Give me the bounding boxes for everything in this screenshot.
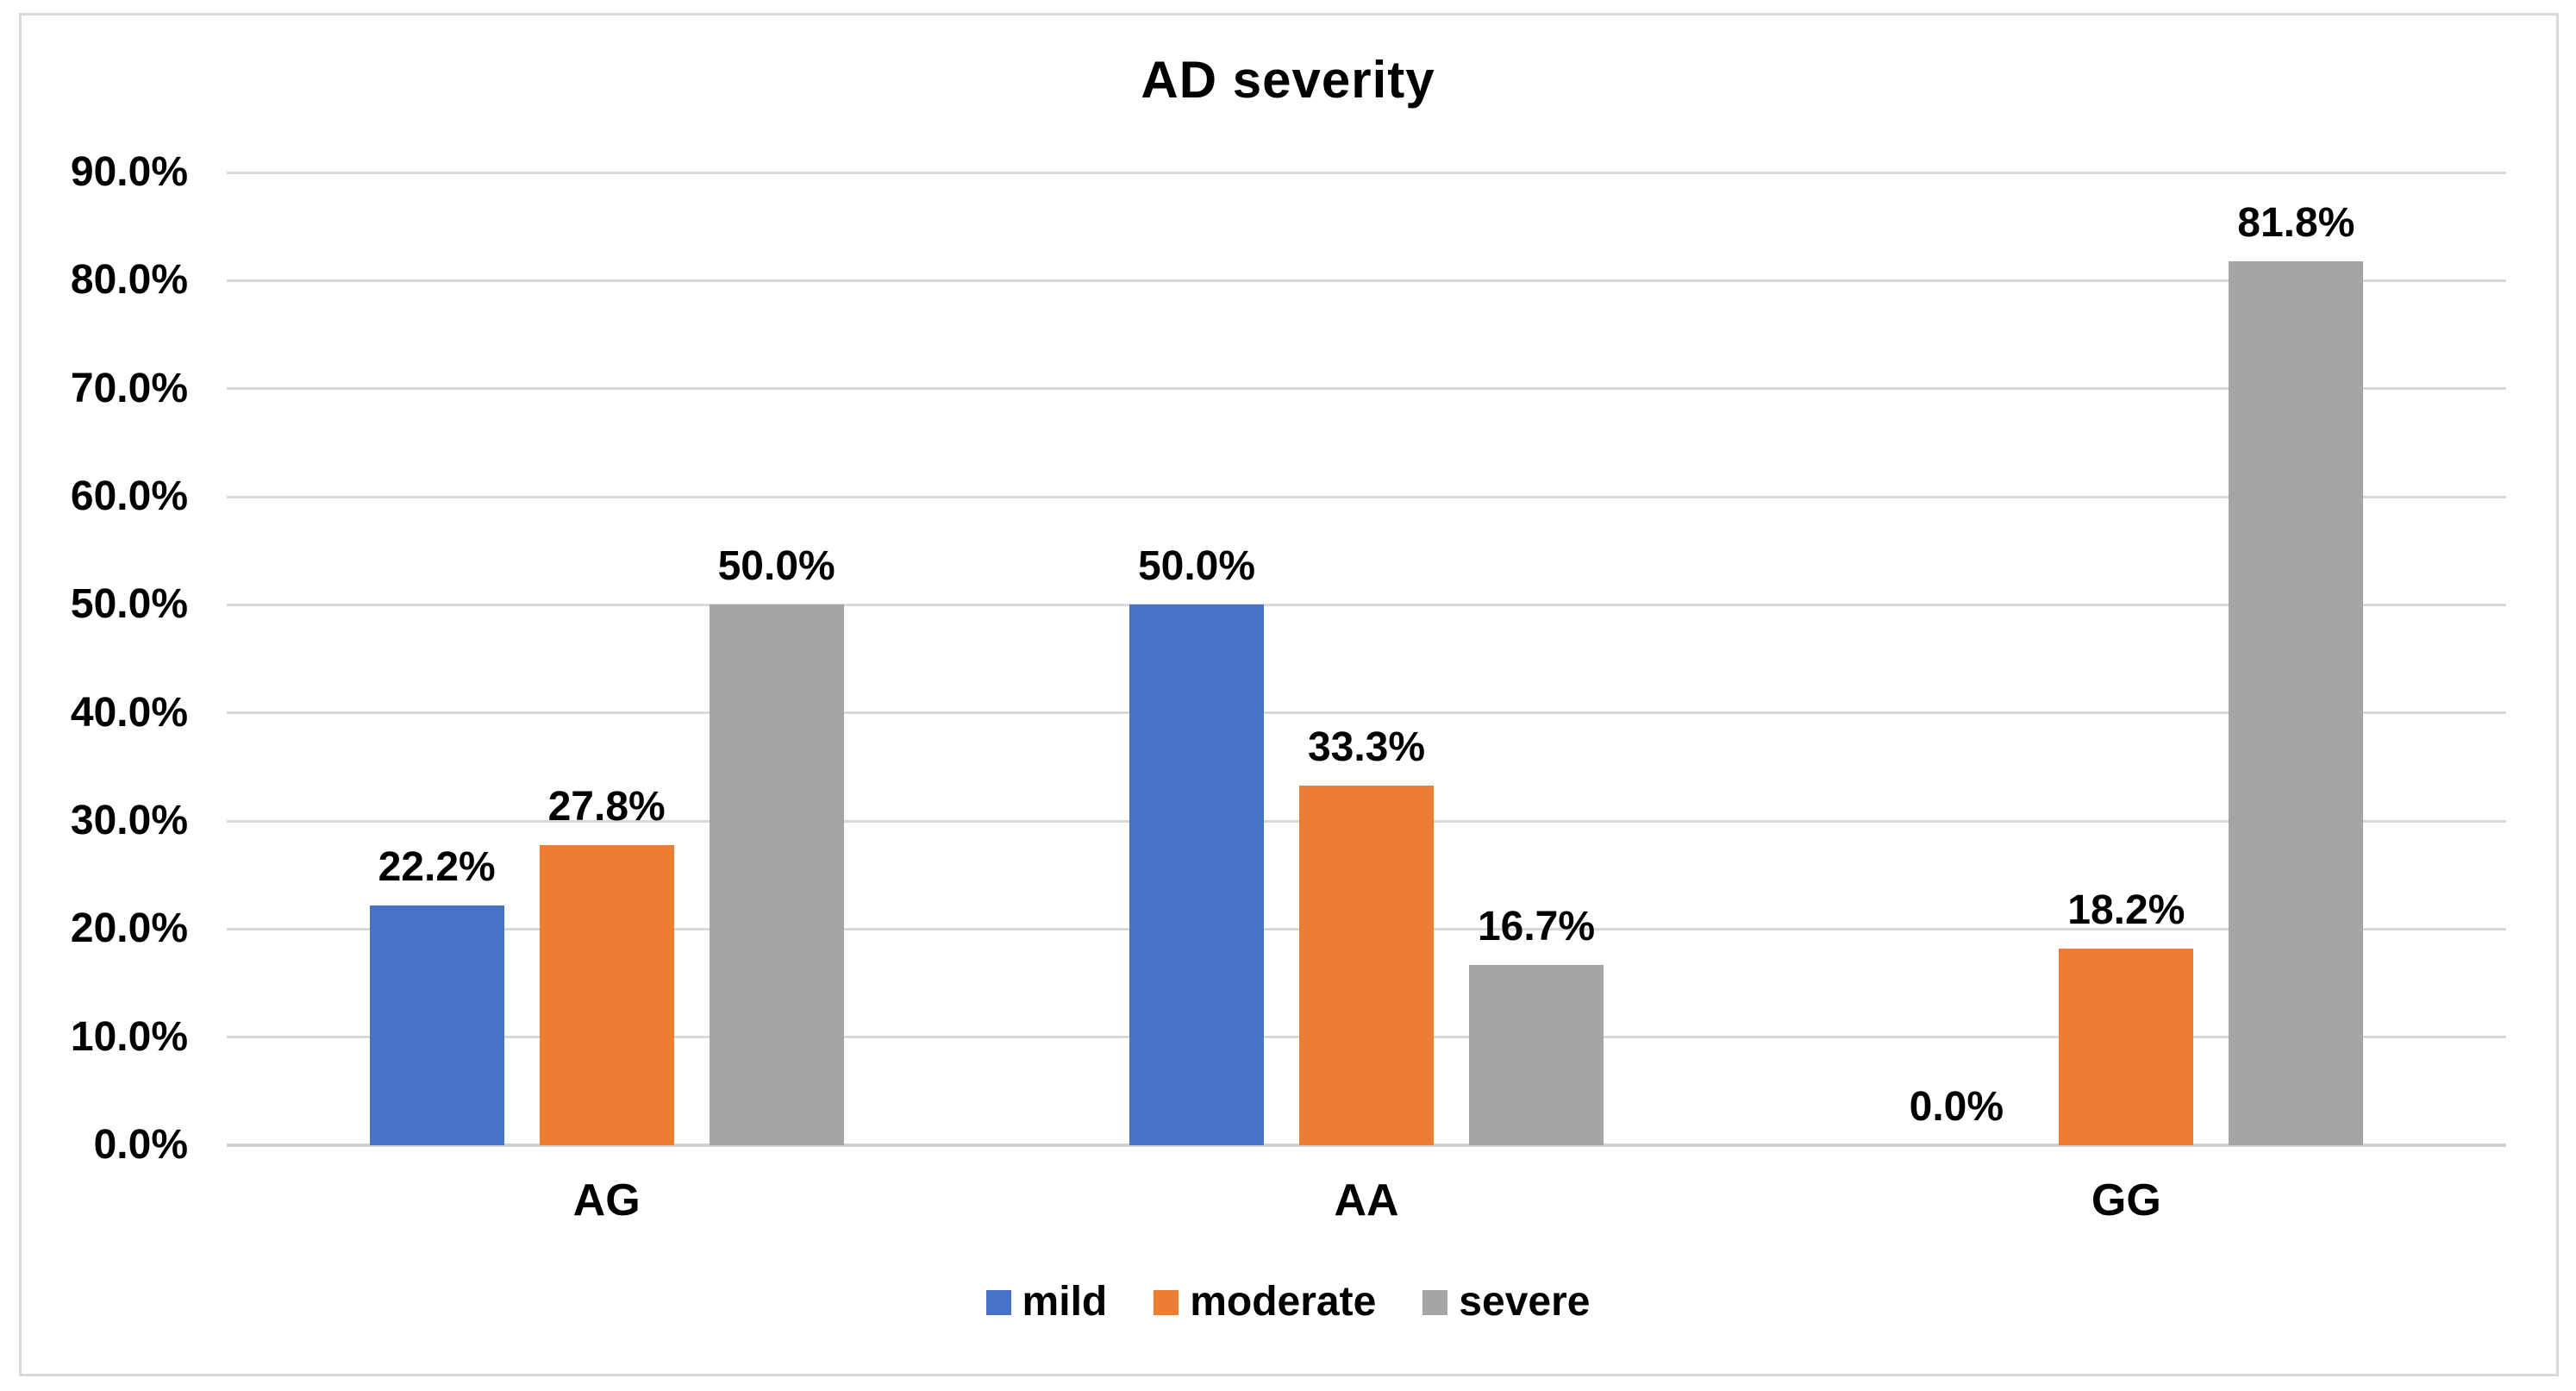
gridline [227,495,2506,498]
y-axis-tick-label: 10.0% [70,1013,188,1060]
bar-severe-AA [1469,964,1604,1145]
legend: mild moderate severe [0,1278,2576,1326]
data-label-mild-AA: 50.0% [1137,543,1256,590]
y-axis-tick-label: 30.0% [70,798,188,843]
bar-moderate-AA [1299,785,1434,1145]
chart-border-frame [19,13,2559,1376]
data-label-moderate-AA: 33.3% [1307,724,1426,770]
data-label-mild-GG: 0.0% [1909,1084,2004,1130]
y-axis-tick-label: 70.0% [70,365,188,411]
x-axis-category-label: AA [1334,1175,1399,1225]
y-axis-tick-label: 20.0% [70,905,188,952]
legend-label-severe: severe [1459,1279,1591,1325]
data-label-moderate-AG: 27.8% [547,783,666,830]
gridline [227,171,2506,174]
x-axis-line [227,1144,2506,1147]
legend-label-mild: mild [1022,1279,1108,1325]
gridline [227,387,2506,391]
gridline [227,711,2506,715]
x-axis-category-label: AG [572,1175,641,1225]
y-axis-tick-label: 0.0% [93,1122,188,1168]
gridline [227,279,2506,282]
legend-swatch-severe [1422,1289,1448,1315]
data-label-moderate-GG: 18.2% [2067,887,2185,933]
legend-label-moderate: moderate [1190,1279,1377,1325]
bar-mild-AA [1129,605,1264,1145]
y-axis-tick-label: 50.0% [70,581,188,628]
data-label-severe-AG: 50.0% [717,543,835,590]
chart-title: AD severity [1141,51,1435,109]
bar-moderate-GG [2059,948,2194,1145]
bar-severe-GG [2229,260,2364,1145]
y-axis-tick-label: 40.0% [70,689,188,736]
data-label-severe-GG: 81.8% [2237,199,2355,246]
data-label-mild-AG: 22.2% [378,843,496,890]
legend-item-moderate: moderate [1154,1278,1376,1326]
y-axis-tick-label: 60.0% [70,473,188,519]
legend-swatch-mild [985,1289,1011,1315]
bar-severe-AG [709,605,844,1145]
y-axis-tick-label: 90.0% [70,149,188,195]
bar-mild-AG [369,905,504,1145]
x-axis-category-label: GG [2091,1175,2161,1225]
legend-item-severe: severe [1422,1278,1590,1326]
legend-swatch-moderate [1154,1289,1179,1315]
data-label-severe-AA: 16.7% [1477,903,1596,949]
y-axis-tick-label: 80.0% [70,257,188,304]
legend-item-mild: mild [985,1278,1108,1326]
gridline [227,603,2506,606]
bar-moderate-AG [539,844,674,1145]
